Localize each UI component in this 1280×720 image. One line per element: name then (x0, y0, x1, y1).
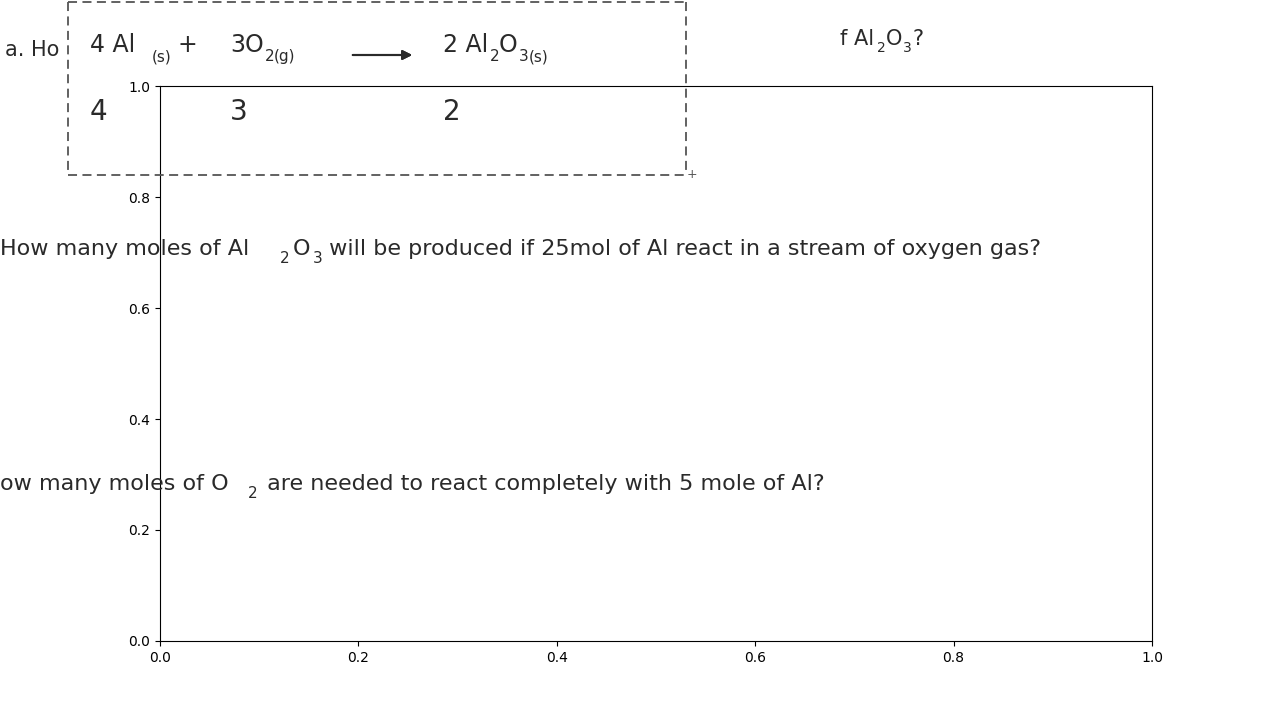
Text: ow many moles of O: ow many moles of O (0, 474, 229, 494)
Text: 2: 2 (265, 49, 275, 64)
Text: 3: 3 (230, 98, 248, 126)
Text: 3: 3 (314, 251, 323, 266)
Text: will be produced if 25mol of Al react in a stream of oxygen gas?: will be produced if 25mol of Al react in… (323, 239, 1041, 259)
Text: (s): (s) (152, 49, 172, 64)
Text: 3O: 3O (230, 33, 264, 57)
Text: 3: 3 (902, 41, 911, 55)
Text: 4: 4 (90, 98, 108, 126)
Text: ?: ? (911, 29, 923, 49)
Text: O: O (293, 239, 311, 259)
Text: O: O (499, 33, 517, 57)
Text: (s): (s) (529, 49, 549, 64)
Text: (g): (g) (274, 49, 296, 64)
Text: 3: 3 (518, 49, 529, 64)
Text: 2 Al: 2 Al (443, 33, 488, 57)
Text: 2: 2 (490, 49, 499, 64)
Text: 2: 2 (280, 251, 289, 266)
Text: O: O (886, 29, 902, 49)
Text: +: + (686, 168, 698, 181)
Text: a. Ho: a. Ho (5, 40, 59, 60)
Text: 2: 2 (248, 486, 257, 501)
Text: 4 Al: 4 Al (90, 33, 136, 57)
Text: f Al: f Al (840, 29, 874, 49)
Text: +: + (177, 33, 197, 57)
Text: are needed to react completely with 5 mole of Al?: are needed to react completely with 5 mo… (260, 474, 824, 494)
Text: 2: 2 (877, 41, 886, 55)
Text: How many moles of Al: How many moles of Al (0, 239, 250, 259)
Text: 2: 2 (443, 98, 461, 126)
